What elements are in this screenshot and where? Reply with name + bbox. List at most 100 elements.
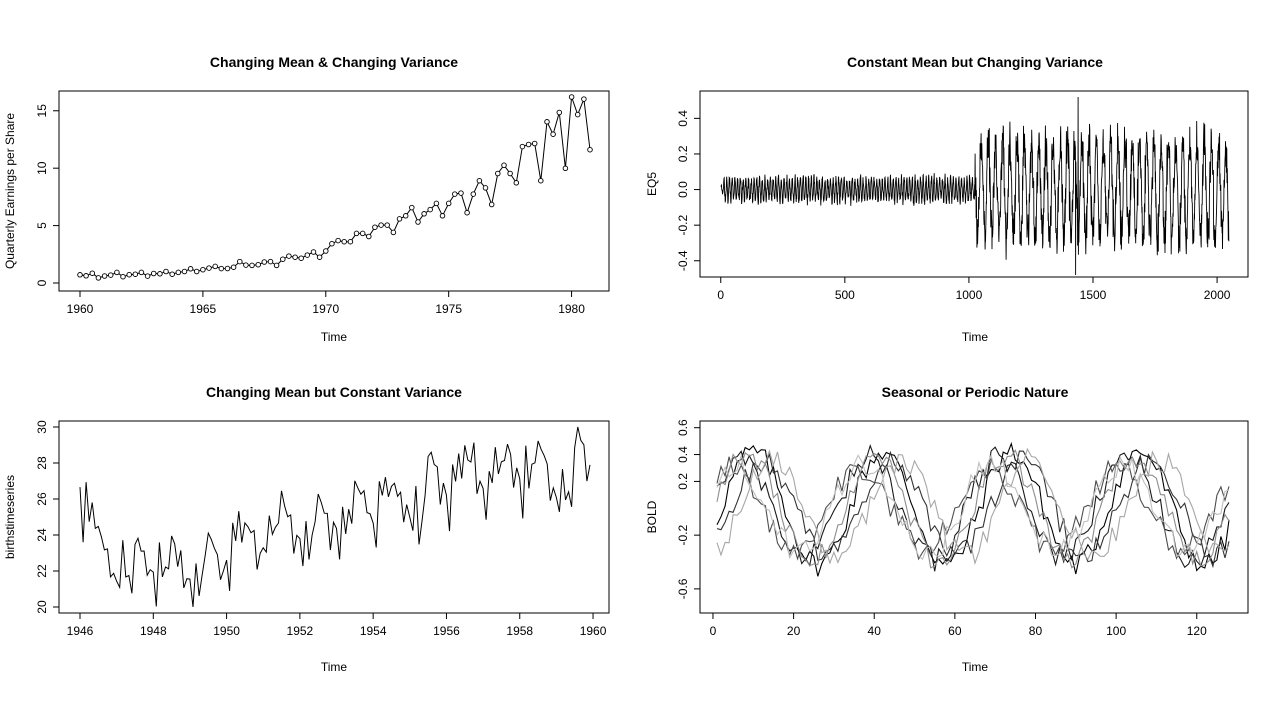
data-point [452,191,458,197]
data-point [409,204,415,211]
data-point [568,94,575,100]
data-point [587,146,593,153]
plot-frame [58,90,610,292]
x-tick-label: 1960 [67,302,94,316]
data-point [89,270,96,276]
plot-frame [699,420,1249,614]
data-point [157,271,163,277]
series-line [716,447,1230,566]
chart-title: Changing Mean but Constant Variance [206,384,462,400]
x-axis-label: Time [321,660,348,674]
x-tick-label: 1970 [312,302,339,316]
y-tick-label: 26 [35,492,49,506]
data-point [581,96,587,102]
series-line [716,449,1230,569]
data-point [550,131,556,137]
data-point [488,201,495,208]
x-tick-label: 1948 [140,624,167,638]
data-point [261,259,268,265]
data-point [237,258,243,265]
x-tick-label: 40 [868,624,882,638]
data-point [402,213,409,219]
data-point [495,170,501,177]
x-axis-label: Time [962,660,989,674]
data-point [390,229,397,236]
data-marks [716,441,1230,577]
data-point [273,262,280,269]
data-point [525,141,532,148]
series-line [716,450,1230,569]
x-tick-label: 500 [835,288,855,302]
data-point [193,268,200,275]
panel-bold: Seasonal or Periodic Nature Time BOLD 0 2… [645,384,1249,674]
data-point [224,265,231,272]
data-point [83,273,89,279]
data-point [378,222,384,228]
x-tick-label: 80 [1029,624,1043,638]
data-point [396,216,403,222]
data-point [433,200,440,207]
data-point [95,275,102,281]
series-line [79,426,591,608]
data-point [501,162,507,168]
data-point [316,254,323,260]
data-point [292,254,298,260]
data-point [169,271,175,277]
x-tick-label: 1952 [287,624,314,638]
data-point [556,109,563,116]
x-axis-label: Time [962,330,989,344]
series-line [79,96,591,279]
data-point [144,273,151,279]
x-tick-label: 1950 [213,624,240,638]
data-point [280,256,286,262]
chart-title: Seasonal or Periodic Nature [882,384,1069,400]
x-tick-label: 1975 [435,302,462,316]
y-tick-label: 0.0 [676,181,690,198]
data-point [107,272,114,278]
data-point [562,165,569,172]
y-tick-label: -0.2 [676,214,690,235]
y-tick-label: 0.6 [676,419,690,436]
data-point [372,224,378,230]
data-point [544,119,550,125]
panel-quarterly-earnings: Changing Mean & Changing Variance Time Q… [3,54,610,344]
x-tick-label: 1946 [67,624,94,638]
y-tick-label: 0.4 [676,446,690,463]
y-tick-label: 15 [35,104,49,118]
x-tick-label: 1500 [1080,288,1107,302]
x-tick-label: 1958 [506,624,533,638]
axis-ticks: 0 20 40 60 80 100 120 -0.6 -0.2 0.2 0.4 0.6 [676,419,1207,638]
data-point [249,262,255,269]
data-point [304,252,311,258]
data-point [286,253,292,259]
x-tick-label: 100 [1106,624,1126,638]
data-point [138,269,145,276]
y-tick-label: 20 [35,600,49,614]
data-point [341,238,347,245]
y-tick-label: 0.2 [676,473,690,490]
y-tick-label: -0.4 [676,250,690,271]
data-point [335,237,341,244]
y-axis-label: EQ5 [645,172,659,196]
x-axis-label: Time [321,330,348,344]
series-line [720,96,1230,276]
data-point [458,190,464,196]
data-point [513,180,520,186]
series-line [716,441,1230,577]
x-tick-label: 60 [948,624,962,638]
y-tick-label: 24 [35,528,49,542]
data-point [439,213,446,219]
data-point [353,230,360,237]
data-point [482,185,489,191]
data-point [329,240,335,247]
x-tick-label: 2000 [1204,288,1231,302]
axis-ticks: 0 500 1000 1500 2000 -0.4 -0.2 0.0 0.2 0.4 [676,110,1231,302]
data-point [77,272,83,278]
data-point [230,264,237,270]
data-marks [77,94,593,281]
x-tick-label: 20 [787,624,801,638]
data-point [470,191,477,197]
x-tick-label: 1960 [580,624,607,638]
data-point [120,273,126,280]
data-point [200,266,206,273]
